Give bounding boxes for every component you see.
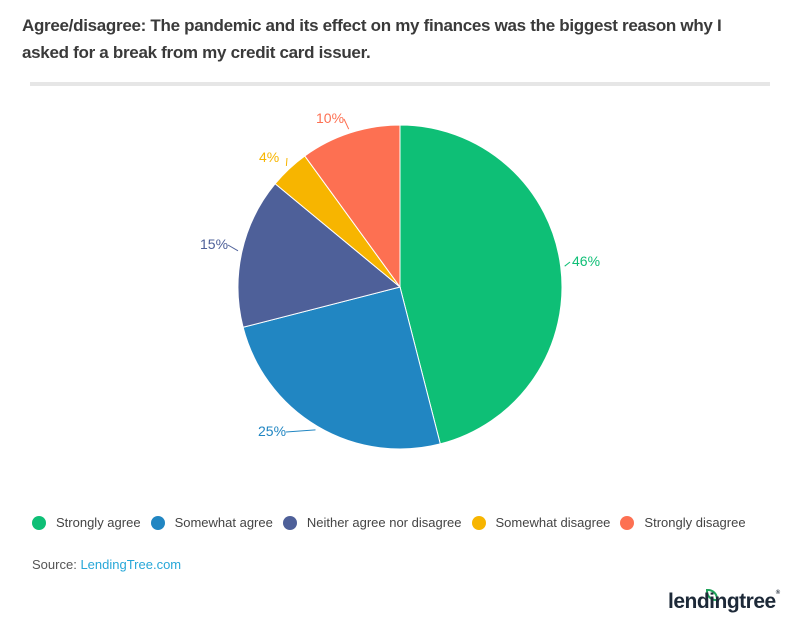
slice-label: 46%: [572, 253, 600, 269]
slice-label: 4%: [259, 149, 279, 165]
legend-dot-icon: [620, 515, 635, 530]
chart-title: Agree/disagree: The pandemic and its eff…: [22, 16, 722, 62]
legend-label: Strongly disagree: [644, 515, 746, 530]
pie-slice[interactable]: [237, 183, 402, 328]
slice-label: 10%: [316, 110, 344, 126]
lendingtree-logo: lendingtree®: [668, 590, 780, 613]
legend-label: Somewhat disagree: [495, 515, 611, 530]
slice-label: 15%: [200, 236, 228, 252]
legend-dot-icon: [150, 515, 165, 530]
legend-item-strongly-disagree[interactable]: Strongly disagree: [620, 515, 746, 530]
pie-slice[interactable]: [304, 124, 401, 289]
legend-item-somewhat-agree[interactable]: Somewhat agree: [150, 515, 273, 530]
legend-dot-icon: [282, 515, 297, 530]
legend-label: Somewhat agree: [174, 515, 273, 530]
pie-chart: 46% 25% 15% 4% 10%: [200, 110, 600, 450]
source-prefix: Source:: [32, 557, 77, 572]
pie-slice[interactable]: [399, 124, 563, 445]
source-link[interactable]: LendingTree.com: [80, 557, 182, 572]
source-line: Source: LendingTree.com: [32, 557, 181, 572]
legend-item-somewhat-disagree[interactable]: Somewhat disagree: [471, 515, 611, 530]
legend-label: Neither agree nor disagree: [306, 515, 462, 530]
legend-item-neither[interactable]: Neither agree nor disagree: [282, 515, 462, 530]
legend-label: Strongly agree: [56, 515, 141, 530]
leaf-icon: [706, 589, 718, 601]
slice-label: 25%: [258, 423, 286, 439]
pie-slice[interactable]: [242, 286, 441, 450]
title-divider: [30, 82, 770, 86]
legend-item-strongly-agree[interactable]: Strongly agree: [32, 515, 141, 530]
legend: Strongly agree Somewhat agree Neither ag…: [32, 515, 756, 530]
legend-dot-icon: [32, 515, 46, 530]
logo-text: lendingtree: [668, 590, 776, 613]
legend-dot-icon: [471, 515, 486, 530]
